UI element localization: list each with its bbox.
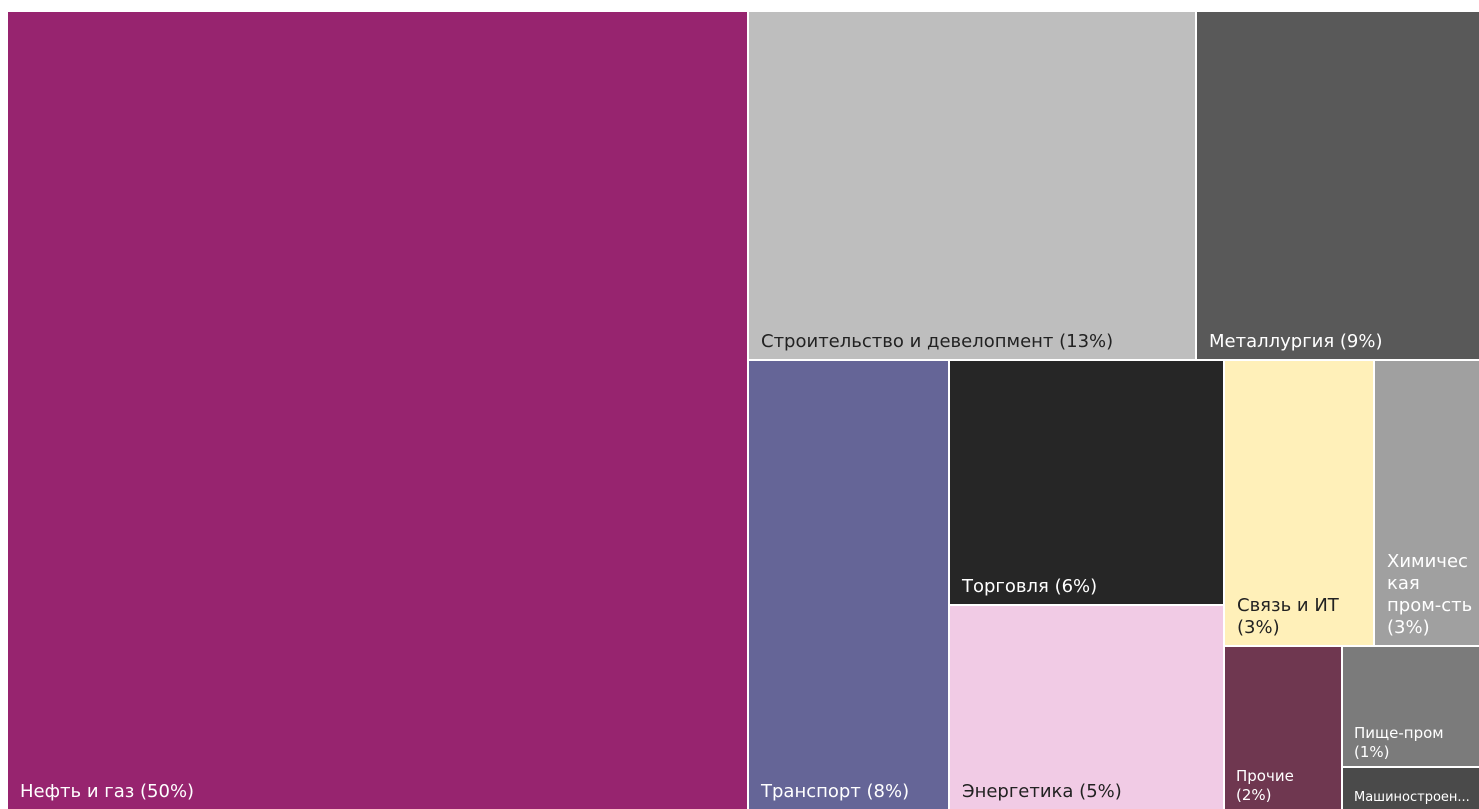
treemap-tile-label: Транспорт (8%) [761,781,910,802]
treemap-tile-label: Пище-пром (1%) [1354,724,1444,761]
treemap-tile: Транспорт (8%) [749,361,948,809]
treemap-tile: Нефть и газ (50%) [8,12,747,809]
treemap-tile-label: Металлургия (9%) [1209,331,1383,352]
treemap-tile: Металлургия (9%) [1197,12,1479,359]
treemap-tile: Машиностроен... [1343,768,1479,809]
treemap-tile-label: Нефть и газ (50%) [20,781,195,802]
treemap-tile-label: Строительство и девелопмент (13%) [761,331,1114,352]
treemap-tile-label: Химичес кая пром-сть (3%) [1387,551,1473,638]
treemap-tile-label: Машиностроен... [1354,790,1470,805]
treemap-tile: Торговля (6%) [950,361,1223,604]
treemap-tile: Энергетика (5%) [950,606,1223,809]
treemap-tile: Химичес кая пром-сть (3%) [1375,361,1479,645]
treemap-tile-label: Энергетика (5%) [962,781,1122,802]
treemap-tile: Прочие (2%) [1225,647,1341,809]
treemap-tile: Пище-пром (1%) [1343,647,1479,766]
treemap-tile: Связь и ИТ (3%) [1225,361,1373,645]
treemap-tile-label: Связь и ИТ (3%) [1237,595,1339,638]
treemap-tile: Строительство и девелопмент (13%) [749,12,1195,359]
treemap-tile-label: Прочие (2%) [1236,767,1294,804]
treemap-tile-label: Торговля (6%) [962,576,1098,597]
